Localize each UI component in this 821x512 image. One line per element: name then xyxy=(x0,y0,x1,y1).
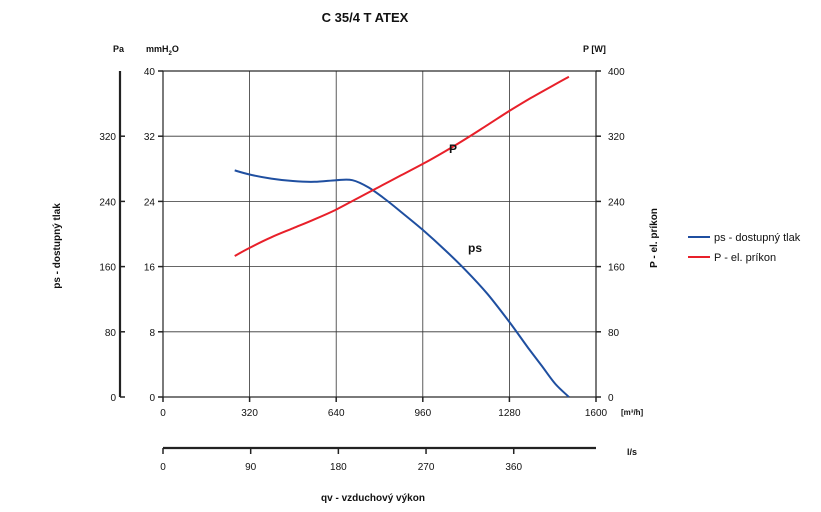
x2-axis-tick-label: 0 xyxy=(160,462,166,473)
y-left-pa-tick-label: 80 xyxy=(105,328,117,339)
y-right-unit: P [W] xyxy=(583,44,606,54)
x2-axis-tick-label: 270 xyxy=(418,462,435,473)
x-axis-tick-label: 1600 xyxy=(585,408,608,419)
series-line-p xyxy=(234,75,570,257)
x-axis-unit: [m³/h] xyxy=(621,408,644,417)
y-right-axis-title: P - el. príkon xyxy=(649,208,660,268)
y-right-tick-label: 240 xyxy=(608,197,625,208)
curve-label-ps: ps xyxy=(468,241,482,255)
y-left-mmh2o-tick-label: 24 xyxy=(144,197,156,208)
y-left-pa-tick-label: 320 xyxy=(99,132,116,143)
plot-frame xyxy=(162,70,597,398)
x2-axis-unit: l/s xyxy=(627,447,637,457)
x2-axis-tick-label: 360 xyxy=(505,462,522,473)
legend-label-ps: ps - dostupný tlak xyxy=(714,232,801,244)
y-right-tick-label: 400 xyxy=(608,67,625,78)
series-layer xyxy=(234,75,570,398)
y-right-tick-label: 0 xyxy=(608,393,614,404)
y-left-axis-title: ps - dostupný tlak xyxy=(52,203,63,289)
x-axis-tick-label: 0 xyxy=(160,408,166,419)
x-axis-tick-label: 640 xyxy=(328,408,345,419)
curve-label-p: P xyxy=(449,142,457,156)
y-left-pa-tick-label: 0 xyxy=(110,393,116,404)
y-left-mmh2o-tick-label: 8 xyxy=(149,328,155,339)
y-left-mmh2o-tick-label: 0 xyxy=(149,393,155,404)
legend-label-p: P - el. príkon xyxy=(714,252,776,264)
y-left-mmh2o-unit: mmH2O xyxy=(146,44,179,57)
x2-axis-tick-label: 180 xyxy=(330,462,347,473)
grid xyxy=(163,71,596,397)
chart-title: C 35/4 T ATEX xyxy=(322,10,409,25)
y-right-tick-label: 320 xyxy=(608,132,625,143)
x-axis-tick-label: 1280 xyxy=(498,408,521,419)
x-axis-title: qv - vzduchový výkon xyxy=(321,493,425,504)
y-left-mmh2o-tick-label: 40 xyxy=(144,67,156,78)
legend: ps - dostupný tlak P - el. príkon xyxy=(688,232,801,264)
y-right-tick-label: 160 xyxy=(608,263,625,274)
y-left-pa-tick-label: 160 xyxy=(99,263,116,274)
series-line-ps xyxy=(234,169,570,398)
y-left-pa-tick-label: 240 xyxy=(99,197,116,208)
y-left-pa-unit: Pa xyxy=(113,44,125,54)
y-right-tick-label: 80 xyxy=(608,328,620,339)
y-left-mmh2o-tick-label: 16 xyxy=(144,263,156,274)
y-left-mmh2o-tick-label: 32 xyxy=(144,132,156,143)
x-axis-tick-label: 320 xyxy=(241,408,258,419)
x2-axis-tick-label: 90 xyxy=(245,462,257,473)
x-axis-tick-label: 960 xyxy=(414,408,431,419)
